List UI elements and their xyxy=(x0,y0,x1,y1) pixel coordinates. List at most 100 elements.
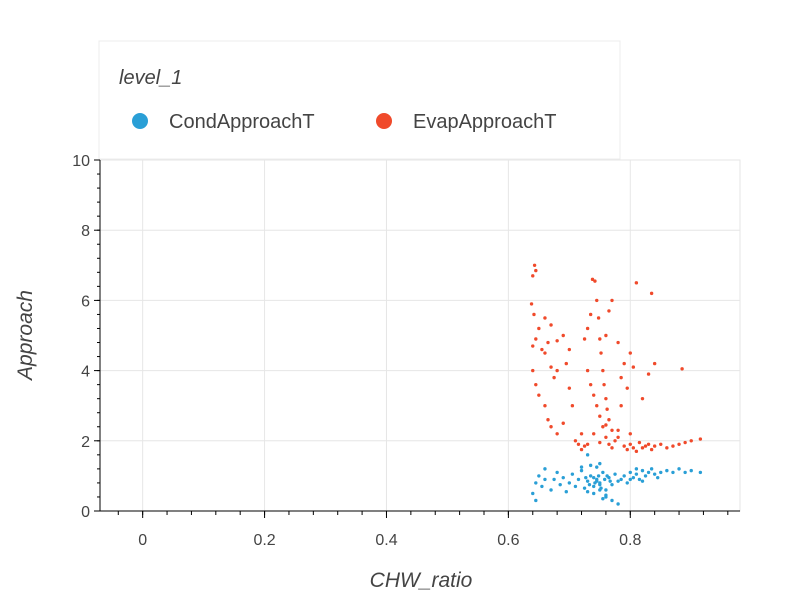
point-evapapproacht xyxy=(619,375,623,380)
point-condapproacht xyxy=(587,482,592,487)
x-tick-label: 0.6 xyxy=(497,532,519,549)
point-evapapproacht xyxy=(561,333,565,338)
point-evapapproacht xyxy=(601,368,605,373)
point-condapproacht xyxy=(610,482,614,487)
point-evapapproacht xyxy=(683,440,687,445)
point-evapapproacht xyxy=(634,281,639,285)
point-evapapproacht xyxy=(534,337,538,341)
legend-title: level_1 xyxy=(119,67,182,89)
point-evapapproacht xyxy=(592,393,596,397)
point-evapapproacht xyxy=(543,404,547,408)
point-condapproacht xyxy=(555,470,559,475)
point-condapproacht xyxy=(643,474,648,478)
point-evapapproacht xyxy=(649,447,654,452)
point-evapapproacht xyxy=(534,268,538,273)
point-evapapproacht xyxy=(605,407,609,411)
point-condapproacht xyxy=(616,479,620,483)
point-condapproacht xyxy=(625,481,629,485)
point-condapproacht xyxy=(564,489,568,494)
point-condapproacht xyxy=(558,482,562,487)
point-condapproacht xyxy=(595,465,599,469)
legend-label-condapproacht: CondApproachT xyxy=(169,111,315,133)
point-evapapproacht xyxy=(625,447,629,452)
plot-background xyxy=(100,160,740,511)
point-evapapproacht xyxy=(631,365,636,369)
point-condapproacht xyxy=(637,477,642,482)
point-evapapproacht xyxy=(619,404,623,408)
point-evapapproacht xyxy=(532,263,537,267)
point-condapproacht xyxy=(698,470,703,475)
y-tick-label: 8 xyxy=(81,223,90,240)
legend-label-evapapproacht: EvapApproachT xyxy=(413,111,556,133)
point-evapapproacht xyxy=(616,428,620,432)
legend-swatch-evapapproacht xyxy=(376,113,392,129)
point-condapproacht xyxy=(631,475,636,480)
point-condapproacht xyxy=(689,468,693,473)
point-evapapproacht xyxy=(540,347,544,352)
point-condapproacht xyxy=(610,498,614,503)
point-evapapproacht xyxy=(588,312,593,317)
point-evapapproacht xyxy=(534,382,538,387)
point-evapapproacht xyxy=(659,442,663,447)
legend-swatch-condapproacht xyxy=(132,113,148,129)
point-evapapproacht xyxy=(549,425,553,429)
y-tick-label: 0 xyxy=(81,504,90,521)
point-evapapproacht xyxy=(567,386,572,390)
point-condapproacht xyxy=(622,474,626,478)
point-evapapproacht xyxy=(585,442,590,447)
point-condapproacht xyxy=(677,467,681,471)
point-condapproacht xyxy=(608,479,612,483)
point-evapapproacht xyxy=(573,439,578,443)
point-evapapproacht xyxy=(529,302,534,306)
point-condapproacht xyxy=(616,502,620,506)
point-evapapproacht xyxy=(613,439,617,443)
point-evapapproacht xyxy=(604,435,608,439)
point-evapapproacht xyxy=(622,361,626,366)
point-condapproacht xyxy=(570,472,575,476)
point-evapapproacht xyxy=(599,351,603,355)
point-condapproacht xyxy=(588,463,593,468)
point-evapapproacht xyxy=(546,340,550,345)
point-condapproacht xyxy=(628,477,632,482)
point-evapapproacht xyxy=(596,316,601,320)
point-condapproacht xyxy=(671,470,675,475)
point-evapapproacht xyxy=(561,421,565,425)
axes: 0 2 4 6 8 10 0 0.2 0.4 0.6 0.8 xyxy=(72,153,740,549)
point-condapproacht xyxy=(534,498,538,503)
point-condapproacht xyxy=(634,472,639,476)
x-tick-label: 0 xyxy=(138,532,147,549)
point-condapproacht xyxy=(584,475,588,480)
point-condapproacht xyxy=(652,472,657,476)
point-evapapproacht xyxy=(601,425,605,429)
point-evapapproacht xyxy=(555,432,559,436)
point-evapapproacht xyxy=(698,437,703,441)
point-evapapproacht xyxy=(582,444,587,448)
point-evapapproacht xyxy=(593,279,597,283)
point-evapapproacht xyxy=(537,393,541,397)
point-evapapproacht xyxy=(652,361,657,366)
point-evapapproacht xyxy=(610,298,614,303)
point-evapapproacht xyxy=(576,442,581,447)
point-evapapproacht xyxy=(543,351,547,355)
point-evapapproacht xyxy=(680,367,684,371)
point-evapapproacht xyxy=(671,444,675,448)
point-condapproacht xyxy=(604,488,608,492)
point-condapproacht xyxy=(602,477,607,482)
y-tick-label: 4 xyxy=(81,364,90,381)
point-evapapproacht xyxy=(640,446,645,450)
point-evapapproacht xyxy=(595,404,599,408)
point-condapproacht xyxy=(576,477,581,482)
point-evapapproacht xyxy=(552,375,556,380)
point-evapapproacht xyxy=(598,440,602,445)
x-tick-label: 0.4 xyxy=(375,532,397,549)
point-evapapproacht xyxy=(590,277,595,282)
point-evapapproacht xyxy=(610,428,614,432)
y-tick-label: 2 xyxy=(81,434,90,451)
point-evapapproacht xyxy=(625,386,629,390)
point-evapapproacht xyxy=(604,396,608,401)
point-evapapproacht xyxy=(543,316,547,320)
point-condapproacht xyxy=(552,477,556,482)
legend-box xyxy=(98,40,621,160)
y-tick-label: 10 xyxy=(72,153,90,170)
point-evapapproacht xyxy=(607,418,611,422)
